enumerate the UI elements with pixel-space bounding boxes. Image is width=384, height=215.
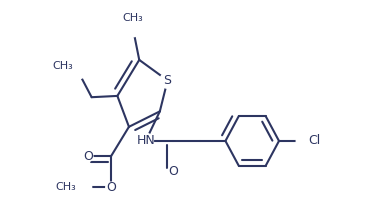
Circle shape bbox=[74, 178, 92, 196]
Text: CH₃: CH₃ bbox=[55, 182, 76, 192]
Text: S: S bbox=[164, 74, 172, 87]
Text: O: O bbox=[83, 150, 93, 163]
Circle shape bbox=[138, 133, 153, 149]
Text: Cl: Cl bbox=[308, 134, 320, 147]
Text: CH₃: CH₃ bbox=[122, 12, 143, 23]
Text: CH₃: CH₃ bbox=[53, 61, 74, 71]
Circle shape bbox=[106, 182, 116, 192]
Circle shape bbox=[160, 73, 175, 88]
Circle shape bbox=[124, 19, 142, 37]
Circle shape bbox=[167, 167, 178, 177]
Text: O: O bbox=[168, 165, 178, 178]
Circle shape bbox=[68, 61, 86, 79]
Text: HN: HN bbox=[136, 134, 155, 147]
Text: O: O bbox=[106, 181, 116, 194]
Circle shape bbox=[83, 151, 93, 161]
Circle shape bbox=[296, 135, 309, 147]
